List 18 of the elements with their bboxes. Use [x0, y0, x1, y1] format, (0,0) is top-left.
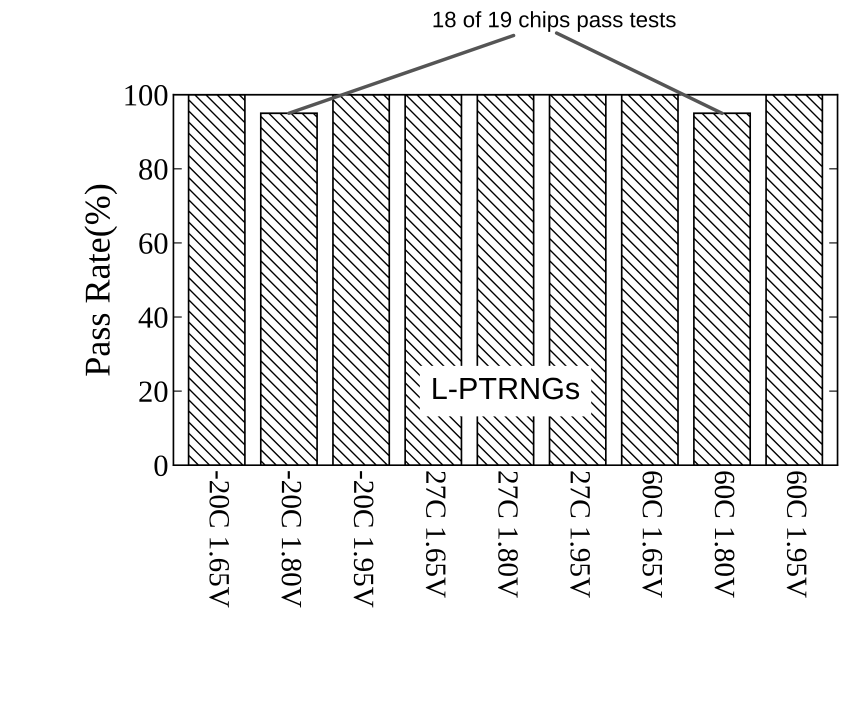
y-axis-title: Pass Rate(%)	[84, 184, 118, 376]
y-tick-label: 80	[139, 159, 168, 180]
x-tick-label: 60C 1.80V	[714, 471, 734, 598]
x-tick-label: -20C 1.65V	[209, 471, 230, 608]
annotation: L-PTRNGs	[433, 378, 580, 400]
x-tick-label: 60C 1.65V	[642, 471, 662, 598]
x-tick-label: -20C 1.80V	[281, 471, 302, 608]
y-tick-label: 40	[138, 307, 168, 328]
y-tick-label: 0	[154, 455, 168, 476]
y-tick-label: 100	[125, 85, 168, 106]
x-tick-label: 60C 1.95V	[786, 471, 807, 598]
x-tick-label: 27C 1.65V	[426, 471, 446, 598]
y-tick-label: 60	[139, 233, 168, 254]
x-tick-label: -20C 1.95V	[354, 471, 374, 608]
x-tick-label: 27C 1.80V	[498, 471, 518, 598]
y-tick-label: 20	[139, 381, 168, 402]
annotation: 18 of 19 chips pass tests	[434, 11, 676, 32]
x-tick-label: 27C 1.95V	[570, 471, 590, 598]
